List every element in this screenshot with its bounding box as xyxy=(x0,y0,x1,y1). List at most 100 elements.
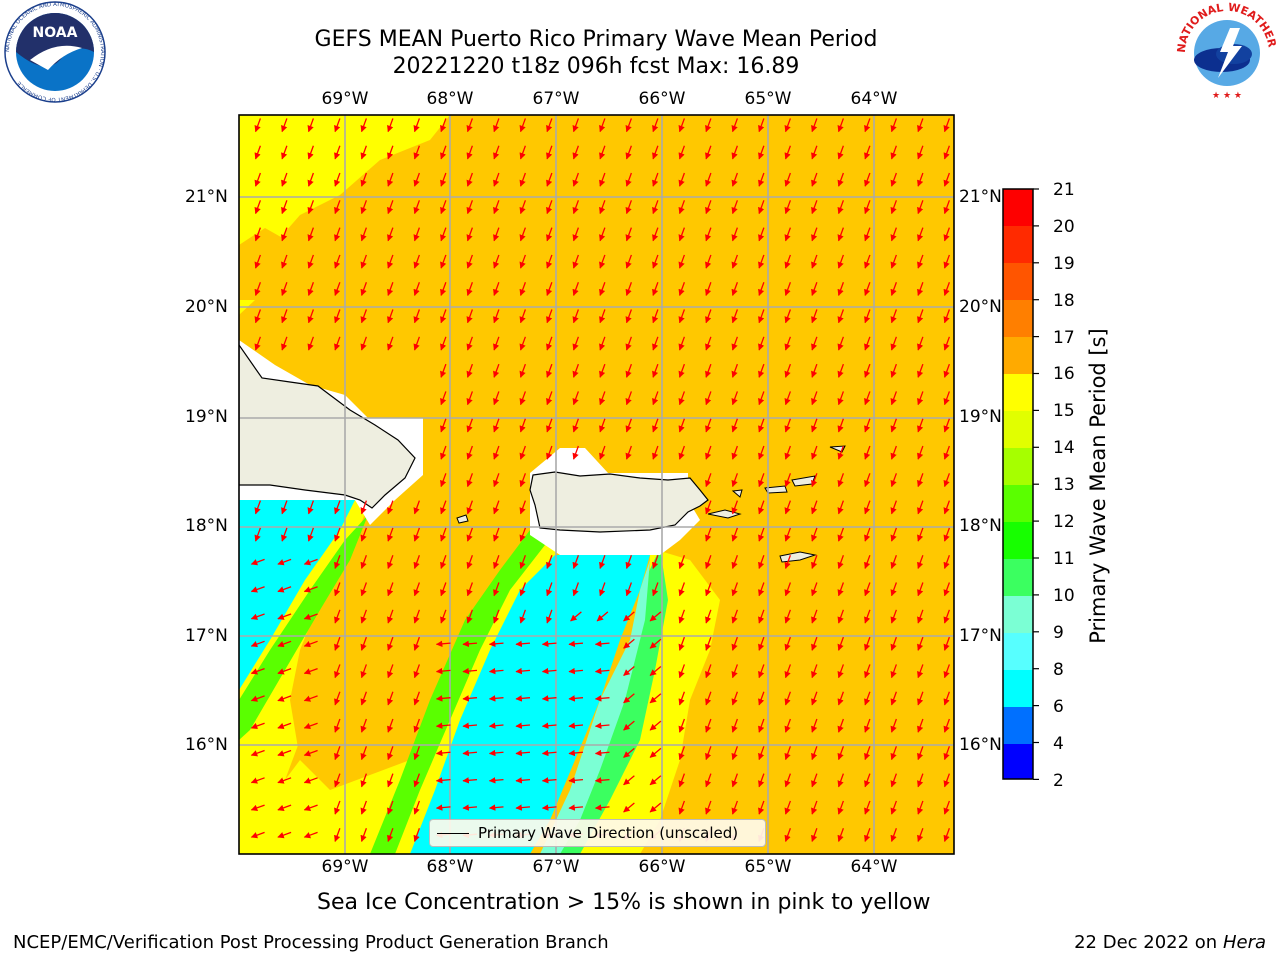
wave-direction-arrow xyxy=(515,695,531,702)
wave-direction-arrow xyxy=(837,473,845,488)
wave-direction-arrow xyxy=(281,118,288,133)
land-culebra xyxy=(731,489,743,498)
wave-direction-arrow xyxy=(758,145,765,160)
wave-direction-arrow xyxy=(250,722,265,730)
wave-direction-arrow xyxy=(917,718,924,733)
wave-direction-arrow xyxy=(864,473,871,488)
wave-direction-arrow xyxy=(864,118,871,133)
wave-direction-arrow xyxy=(784,172,792,187)
wave-direction-arrow xyxy=(466,281,474,296)
wave-direction-arrow xyxy=(435,777,451,784)
wave-direction-arrow xyxy=(917,309,924,324)
wave-direction-arrow xyxy=(360,554,368,569)
wave-direction-arrow xyxy=(811,254,818,269)
wave-direction-arrow xyxy=(599,172,606,187)
wave-direction-arrow xyxy=(758,363,765,378)
period-field-green-central xyxy=(370,530,545,854)
colorbar-tick: 8 xyxy=(1053,660,1064,680)
wave-direction-arrow xyxy=(890,473,898,488)
wave-direction-arrow xyxy=(917,363,924,378)
wave-direction-arrow xyxy=(864,281,871,296)
wave-direction-arrow xyxy=(784,227,792,242)
wave-direction-arrow xyxy=(784,200,792,215)
wave-direction-arrow xyxy=(811,664,818,679)
wave-direction-arrow xyxy=(943,554,951,569)
wave-direction-arrow xyxy=(572,554,580,569)
wave-direction-arrow xyxy=(466,391,474,406)
wave-direction-arrow xyxy=(784,309,792,324)
wave-direction-arrow xyxy=(387,664,394,679)
wave-direction-arrow xyxy=(943,527,951,542)
wave-direction-arrow xyxy=(519,391,527,406)
wave-direction-arrow xyxy=(519,582,527,597)
wave-direction-arrow xyxy=(731,609,739,624)
wave-direction-arrow xyxy=(546,609,553,624)
wave-direction-arrow xyxy=(758,554,765,569)
wave-direction-arrow xyxy=(413,227,421,242)
wave-direction-arrow xyxy=(440,254,447,269)
wave-direction-arrow xyxy=(784,281,792,296)
lon-label-bottom: 65°W xyxy=(744,857,792,877)
wave-direction-arrow xyxy=(837,827,845,842)
wave-direction-arrow xyxy=(387,227,394,242)
wave-direction-arrow xyxy=(811,718,818,733)
wave-direction-arrow xyxy=(488,749,504,757)
wave-direction-arrow xyxy=(307,118,315,133)
wave-direction-arrow xyxy=(413,800,421,815)
wave-direction-arrow xyxy=(784,718,792,733)
wave-direction-arrow xyxy=(254,118,262,133)
wave-direction-arrow xyxy=(307,281,315,296)
wave-direction-arrow xyxy=(546,118,553,133)
wave-direction-arrow xyxy=(572,254,580,269)
wave-direction-arrow xyxy=(625,145,633,160)
wave-direction-arrow xyxy=(943,200,951,215)
wave-direction-arrow xyxy=(387,309,394,324)
wave-direction-arrow xyxy=(917,145,924,160)
wave-direction-arrow xyxy=(731,473,739,488)
wave-direction-arrow xyxy=(731,636,739,651)
wave-direction-arrow xyxy=(387,554,394,569)
wave-direction-arrow xyxy=(837,227,845,242)
wave-direction-arrow xyxy=(890,118,898,133)
wave-direction-arrow xyxy=(623,802,635,813)
wave-direction-arrow xyxy=(387,827,394,842)
wave-direction-arrow xyxy=(440,227,447,242)
wave-direction-arrow xyxy=(277,613,292,620)
wave-direction-arrow xyxy=(678,200,686,215)
wave-direction-arrow xyxy=(519,254,527,269)
wave-direction-arrow xyxy=(811,773,818,788)
wave-direction-arrow xyxy=(250,749,265,757)
colorbar-tick: 21 xyxy=(1053,180,1075,200)
wave-direction-arrow xyxy=(705,145,712,160)
wave-direction-arrow xyxy=(678,391,686,406)
wave-direction-arrow xyxy=(307,172,315,187)
period-field-orange-inlet xyxy=(239,228,295,300)
lat-label-right: 20°N xyxy=(959,297,1002,317)
wave-direction-arrow xyxy=(784,500,792,515)
wave-direction-arrow xyxy=(519,554,527,569)
wave-direction-arrow xyxy=(570,611,582,622)
wave-direction-arrow xyxy=(811,172,818,187)
wave-direction-arrow xyxy=(623,666,635,676)
wave-direction-arrow xyxy=(546,172,553,187)
wave-direction-arrow xyxy=(784,473,792,488)
wave-direction-arrow xyxy=(493,363,500,378)
wave-direction-arrow xyxy=(250,558,265,566)
wave-direction-arrow xyxy=(864,445,871,460)
wave-direction-arrow xyxy=(515,749,531,757)
wave-direction-arrow xyxy=(599,309,606,324)
wave-direction-arrow xyxy=(784,664,792,679)
wave-direction-arrow xyxy=(705,473,712,488)
wave-direction-arrow xyxy=(837,718,845,733)
colorbar-swatch xyxy=(1003,374,1033,411)
wave-direction-arrow xyxy=(943,773,951,788)
wave-direction-arrow xyxy=(572,145,580,160)
wave-direction-arrow xyxy=(519,309,527,324)
wave-direction-arrow xyxy=(599,363,606,378)
wave-direction-arrow xyxy=(541,777,557,784)
wave-direction-arrow xyxy=(890,582,898,597)
wave-direction-arrow xyxy=(758,473,765,488)
wave-direction-arrow xyxy=(360,309,368,324)
wave-direction-arrow xyxy=(594,777,610,784)
wave-direction-arrow xyxy=(837,391,845,406)
